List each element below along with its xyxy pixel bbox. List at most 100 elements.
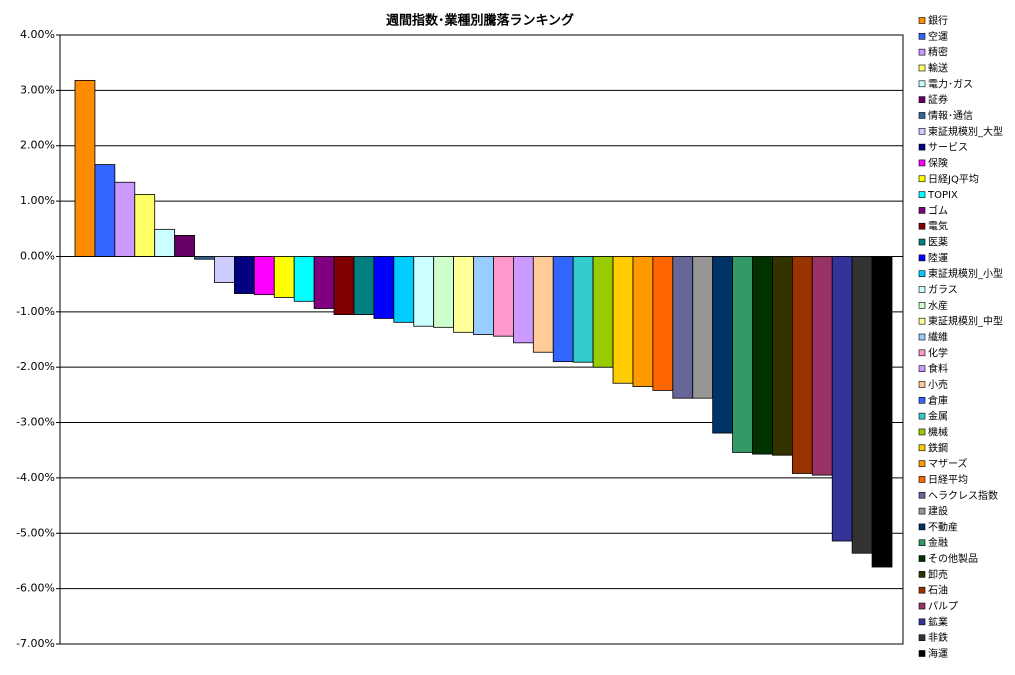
- y-tick-label: -5.00%: [16, 526, 55, 539]
- bar: [253, 256, 275, 296]
- y-tick-label: 4.00%: [20, 28, 55, 41]
- bar: [194, 256, 215, 260]
- legend-label: 日経平均: [928, 473, 968, 486]
- bar: [134, 194, 156, 257]
- legend-swatch: [918, 48, 926, 56]
- legend-swatch: [918, 412, 926, 420]
- legend-label: 倉庫: [928, 394, 948, 407]
- legend-label: 鉄鋼: [928, 441, 948, 454]
- legend-swatch: [918, 317, 926, 325]
- legend-swatch: [918, 523, 926, 531]
- bar: [831, 256, 853, 542]
- bar: [433, 256, 455, 328]
- legend-label: 水産: [928, 299, 948, 312]
- y-tick-label: 3.00%: [20, 83, 55, 96]
- y-tick-label: -4.00%: [16, 471, 55, 484]
- legend-swatch: [918, 396, 926, 404]
- legend-swatch: [918, 302, 926, 309]
- legend-label: 繊維: [928, 331, 948, 344]
- bar: [214, 256, 235, 283]
- legend-label: 電気: [928, 220, 948, 233]
- bar: [772, 256, 793, 456]
- legend-label: 空運: [928, 30, 948, 43]
- legend-label: 証券: [928, 93, 948, 106]
- legend-swatch: [918, 444, 926, 452]
- bar: [592, 256, 614, 368]
- legend-swatch: [918, 254, 926, 262]
- bar: [532, 256, 554, 353]
- bar: [313, 256, 335, 309]
- bar: [572, 256, 594, 363]
- bar: [413, 256, 435, 327]
- legend-label: 化学: [928, 346, 948, 359]
- legend-swatch: [918, 112, 926, 119]
- bar: [293, 256, 315, 302]
- legend-swatch: [918, 349, 926, 357]
- y-tick-label: -2.00%: [16, 360, 55, 373]
- legend-swatch: [918, 191, 926, 198]
- legend-label: 医薬: [928, 237, 948, 249]
- legend-swatch: [918, 222, 926, 230]
- bar: [612, 256, 634, 384]
- legend-swatch: [918, 270, 926, 278]
- legend-swatch: [918, 539, 926, 547]
- legend-label: その他製品: [928, 552, 978, 565]
- bar: [333, 256, 355, 315]
- legend-swatch: [918, 460, 926, 467]
- bar: [632, 256, 654, 387]
- y-tick-label: -6.00%: [16, 582, 55, 595]
- bar: [353, 256, 375, 315]
- legend-label: 非鉄: [928, 631, 948, 644]
- bar: [851, 256, 873, 554]
- bar: [791, 256, 813, 474]
- legend-swatch: [918, 507, 926, 515]
- legend-label: 卸売: [928, 568, 948, 581]
- legend-label: 日経JQ平均: [928, 172, 979, 185]
- bar: [473, 256, 494, 335]
- legend-swatch: [918, 365, 926, 372]
- legend-swatch: [918, 64, 926, 72]
- bar: [493, 256, 514, 337]
- legend-label: 東証規模別_大型: [928, 125, 1003, 138]
- legend-swatch: [918, 17, 926, 24]
- legend-swatch: [918, 618, 926, 626]
- legend-label: 石油: [928, 584, 948, 597]
- legend-swatch: [918, 238, 926, 246]
- legend-label: 機械: [928, 425, 948, 438]
- bar: [273, 256, 295, 298]
- legend-label: 保険: [928, 156, 948, 169]
- legend-swatch: [918, 127, 926, 135]
- legend-label: 建設: [928, 505, 948, 518]
- chart-title: 週間指数･業種別騰落ランキング: [386, 13, 574, 29]
- bar: [552, 256, 574, 363]
- legend-swatch: [918, 428, 926, 436]
- legend-label: 小売: [928, 378, 948, 391]
- bar: [652, 256, 674, 391]
- legend-swatch: [918, 571, 926, 578]
- legend-label: 銀行: [928, 14, 948, 27]
- bar: [234, 256, 255, 294]
- legend-swatch: [918, 586, 926, 594]
- bar: [393, 256, 415, 323]
- legend-swatch: [918, 207, 926, 214]
- legend-label: 鉱業: [928, 615, 948, 628]
- legend-swatch: [918, 491, 926, 499]
- legend-swatch: [918, 96, 926, 103]
- legend-label: 電力･ガス: [928, 77, 973, 90]
- y-tick-label: -3.00%: [16, 416, 55, 429]
- legend-label: TOPIX: [927, 190, 958, 201]
- legend-swatch: [918, 159, 926, 167]
- legend-label: 情報･通信: [928, 109, 973, 122]
- legend-swatch: [918, 381, 926, 388]
- legend-label: 精密: [928, 46, 948, 59]
- legend-label: パルプ: [928, 601, 958, 613]
- bar: [512, 256, 534, 344]
- legend-label: ゴム: [928, 204, 948, 217]
- legend-swatch: [918, 555, 926, 562]
- legend-label: ガラス: [928, 284, 958, 296]
- bar: [453, 256, 474, 333]
- y-tick-label: -7.00%: [16, 637, 55, 650]
- y-tick-label: 1.00%: [20, 194, 55, 207]
- bar: [114, 181, 136, 257]
- bar: [811, 256, 833, 476]
